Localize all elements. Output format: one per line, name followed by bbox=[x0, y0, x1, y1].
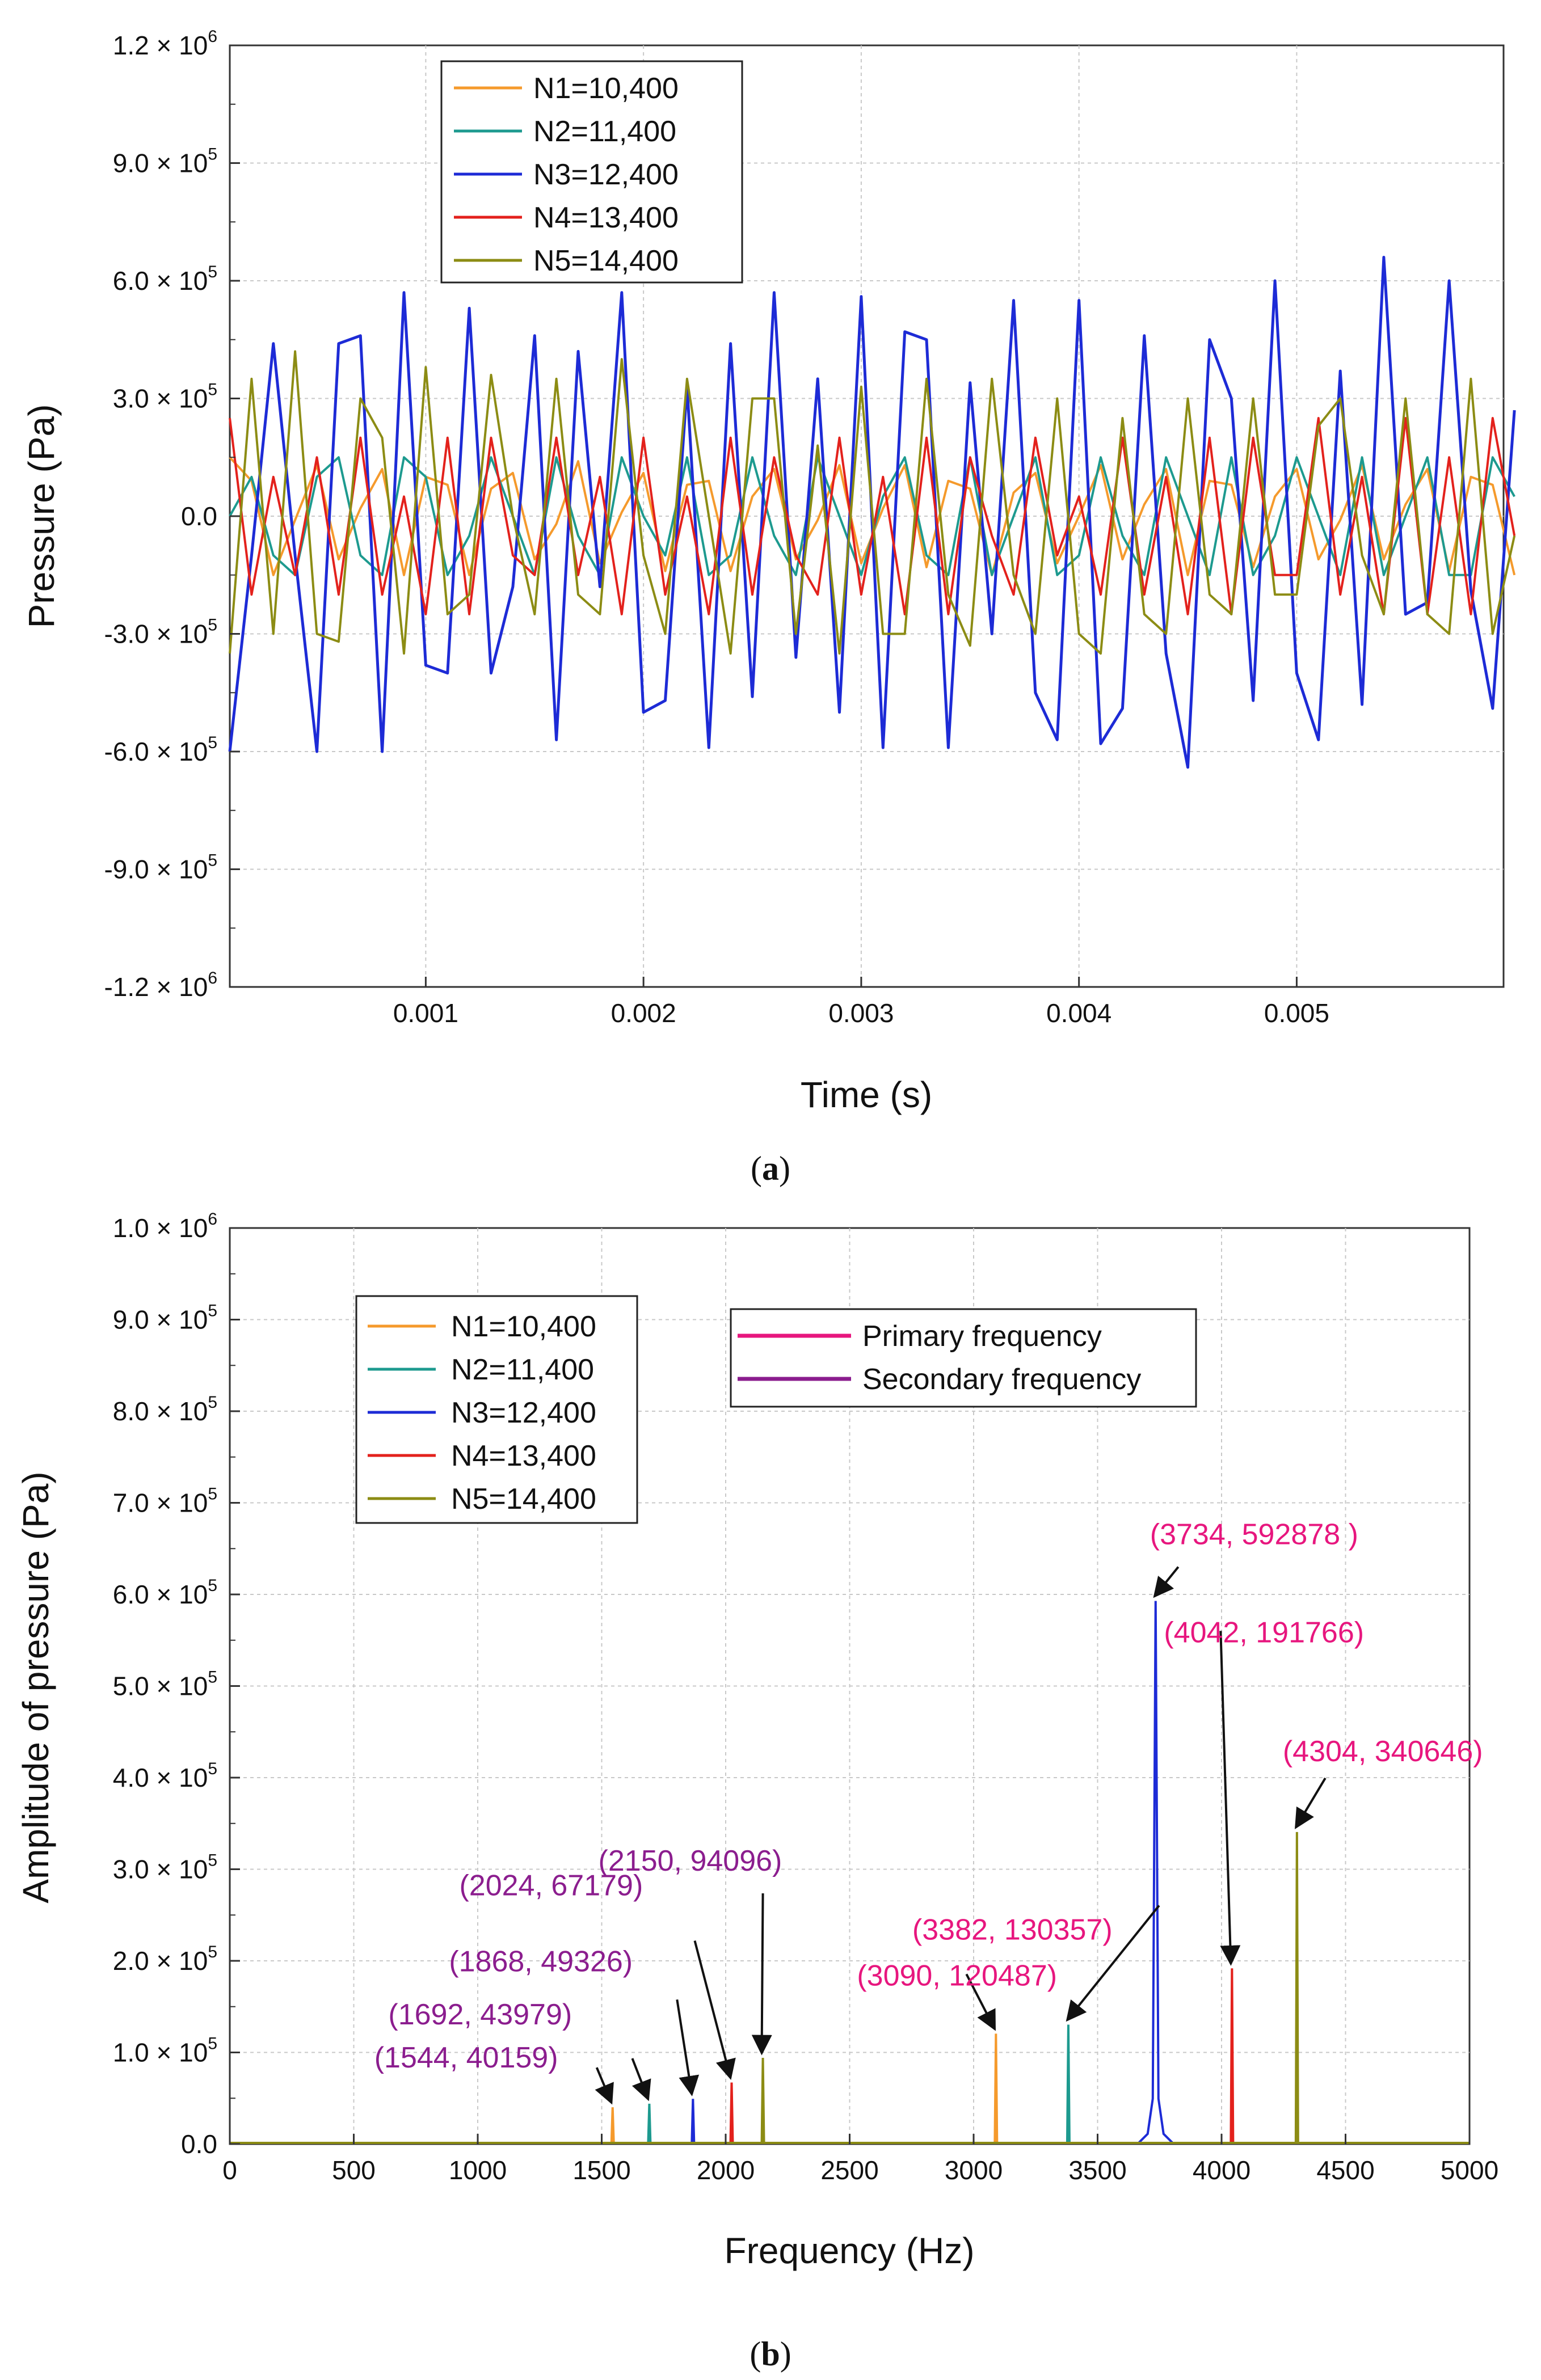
time-legend: N1=10,400 N2=11,400 N3=12,400 N4=13,400 N5=1… bbox=[440, 60, 743, 284]
panel-a-letter: a bbox=[762, 1150, 779, 1187]
time-y-tick-label: -9.0 × 105 bbox=[104, 851, 217, 884]
annotation-arrow bbox=[1066, 1905, 1160, 2022]
annotation-arrow bbox=[676, 1999, 700, 2096]
frequency-type-legend-box bbox=[730, 1308, 1197, 1408]
spectrum-legend-label-n4: N4=13,400 bbox=[451, 1440, 596, 1472]
series-line-n5 bbox=[229, 350, 1516, 655]
annotation-label: (3734, 592878 ) bbox=[1150, 1518, 1358, 1551]
spectrum-x-tick-label: 2000 bbox=[697, 2155, 755, 2185]
annotation-arrow bbox=[595, 2067, 614, 2105]
time-domain-chart: 1.2 × 106 9.0 × 105 6.0 × 105 3.0 × 105 0.0 -… bbox=[21, 27, 1516, 1187]
time-x-tick-label: 0.002 bbox=[611, 998, 676, 1028]
spectrum-x-tick-label: 500 bbox=[332, 2155, 376, 2185]
spectrum-x-ticks: 0 500 1000 1500 2000 2500 3000 3500 4000 4500 5000 bbox=[222, 2134, 1498, 2185]
spectrum-legend-label-n5: N5=14,400 bbox=[451, 1483, 596, 1516]
spectrum-x-tick-label: 0 bbox=[222, 2155, 237, 2185]
frequency-type-label-1: Secondary frequency bbox=[862, 1363, 1141, 1396]
annotation-arrow bbox=[751, 1893, 772, 2056]
time-y-tick-label: -6.0 × 105 bbox=[104, 733, 217, 766]
time-y-tick-label: 1.2 × 106 bbox=[113, 27, 217, 60]
spectrum-legend-label-n3: N3=12,400 bbox=[451, 1396, 596, 1429]
time-x-tick-label: 0.003 bbox=[828, 998, 894, 1028]
spectrum-x-tick-label: 5000 bbox=[1441, 2155, 1498, 2185]
spectrum-legend-label-n1: N1=10,400 bbox=[451, 1310, 596, 1343]
spectrum-y-tick-label: 0.0 bbox=[181, 2129, 217, 2159]
spectrum-line-n3 bbox=[230, 1601, 1470, 2144]
time-y-tick-label: -1.2 × 106 bbox=[104, 969, 217, 1002]
spectrum-x-tick-label: 4000 bbox=[1193, 2155, 1251, 2185]
spectrum-x-tick-label: 3000 bbox=[945, 2155, 1003, 2185]
annotation-arrow bbox=[1219, 1631, 1241, 1966]
spectrum-y-tick-label: 6.0 × 105 bbox=[113, 1576, 217, 1609]
annotation-label: (3090, 120487) bbox=[857, 1959, 1057, 1992]
time-y-tick-label: -3.0 × 105 bbox=[104, 616, 217, 649]
spectrum-y-tick-label: 3.0 × 105 bbox=[113, 1851, 217, 1884]
frequency-type-legend: Primary frequency Secondary frequency bbox=[730, 1308, 1197, 1408]
time-legend-label-n2: N2=11,400 bbox=[533, 115, 676, 148]
spectrum-line-n5 bbox=[230, 1832, 1470, 2144]
spectrum-y-tick-label: 7.0 × 105 bbox=[113, 1485, 217, 1518]
time-x-axis-label: Time (s) bbox=[801, 1074, 932, 1115]
spectrum-series-lines bbox=[230, 1601, 1470, 2144]
panel-b-letter: b bbox=[761, 2335, 780, 2373]
annotation-label: (1692, 43979) bbox=[388, 1998, 572, 2031]
spectrum-y-tick-label: 1.0 × 106 bbox=[113, 1210, 217, 1243]
time-legend-label-n4: N4=13,400 bbox=[533, 201, 679, 234]
time-series-lines bbox=[228, 256, 1516, 769]
spectrum-x-axis-label: Frequency (Hz) bbox=[725, 2230, 975, 2271]
spectrum-legend-label-n2: N2=11,400 bbox=[451, 1353, 594, 1386]
time-y-tick-label: 9.0 × 105 bbox=[113, 145, 217, 178]
spectrum-y-ticks: 1.0 × 106 9.0 × 105 8.0 × 105 7.0 × 105 6.0 … bbox=[113, 1210, 240, 2159]
time-x-tick-label: 0.001 bbox=[393, 998, 458, 1028]
spectrum-y-tick-label: 9.0 × 105 bbox=[113, 1302, 217, 1335]
time-legend-label-n5: N5=14,400 bbox=[533, 244, 679, 277]
spectrum-x-tick-label: 1500 bbox=[572, 2155, 630, 2185]
time-legend-label-n3: N3=12,400 bbox=[533, 158, 679, 191]
time-y-tick-label: 6.0 × 105 bbox=[113, 263, 217, 296]
annotation-label: (4042, 191766) bbox=[1164, 1616, 1364, 1649]
time-x-tick-label: 0.004 bbox=[1046, 998, 1111, 1028]
time-x-ticks: 0.001 0.002 0.003 0.004 0.005 bbox=[393, 977, 1329, 1028]
spectrum-y-tick-label: 4.0 × 105 bbox=[113, 1759, 217, 1792]
spectrum-y-tick-label: 1.0 × 105 bbox=[113, 2035, 217, 2067]
annotation-arrow bbox=[1153, 1566, 1180, 1598]
time-y-tick-label: 3.0 × 105 bbox=[113, 381, 217, 413]
frequency-type-label-0: Primary frequency bbox=[862, 1320, 1102, 1353]
spectrum-x-tick-label: 4500 bbox=[1316, 2155, 1374, 2185]
spectrum-legend-box bbox=[355, 1295, 638, 1524]
annotation-arrow bbox=[693, 1940, 736, 2080]
spectrum-x-tick-label: 2500 bbox=[820, 2155, 878, 2185]
time-legend-box bbox=[440, 60, 743, 284]
time-y-tick-label: 0.0 bbox=[181, 501, 217, 531]
spectrum-legend: N1=10,400 N2=11,400 N3=12,400 N4=13,400 N5=1… bbox=[355, 1295, 638, 1524]
series-line-n4 bbox=[229, 417, 1516, 615]
panel-b-caption: (b) bbox=[750, 2335, 791, 2373]
frequency-spectrum-chart: 1.0 × 106 9.0 × 105 8.0 × 105 7.0 × 105 6.0 … bbox=[15, 1210, 1498, 2373]
time-x-tick-label: 0.005 bbox=[1264, 998, 1329, 1028]
annotation-label: (1544, 40159) bbox=[374, 2041, 558, 2074]
time-y-axis-label: Pressure (Pa) bbox=[21, 404, 62, 628]
annotation-arrow bbox=[631, 2058, 651, 2102]
annotation-arrow bbox=[965, 1973, 996, 2031]
annotation-label: (4304, 340646) bbox=[1283, 1735, 1483, 1768]
annotation-arrow bbox=[1295, 1777, 1327, 1829]
spectrum-y-tick-label: 8.0 × 105 bbox=[113, 1393, 217, 1426]
spectrum-y-axis-label: Amplitude of pressure (Pa) bbox=[15, 1471, 56, 1903]
annotation-label: (2024, 67179) bbox=[459, 1870, 643, 1902]
spectrum-x-tick-label: 3500 bbox=[1068, 2155, 1126, 2185]
panel-a-caption: (a) bbox=[751, 1150, 790, 1187]
annotation-label: (1868, 49326) bbox=[449, 1945, 633, 1978]
spectrum-y-tick-label: 2.0 × 105 bbox=[113, 1943, 217, 1976]
annotation-label: (2150, 94096) bbox=[599, 1845, 782, 1877]
spectrum-x-tick-label: 1000 bbox=[449, 2155, 507, 2185]
peak-annotations: (1544, 40159) (1692, 43979) (1868, 49326) (… bbox=[374, 1518, 1483, 2105]
time-y-ticks: 1.2 × 106 9.0 × 105 6.0 × 105 3.0 × 105 0.0 -… bbox=[104, 27, 240, 1002]
annotation-label: (3382, 130357) bbox=[912, 1913, 1113, 1946]
time-legend-label-n1: N1=10,400 bbox=[533, 72, 679, 105]
spectrum-y-tick-label: 5.0 × 105 bbox=[113, 1668, 217, 1701]
